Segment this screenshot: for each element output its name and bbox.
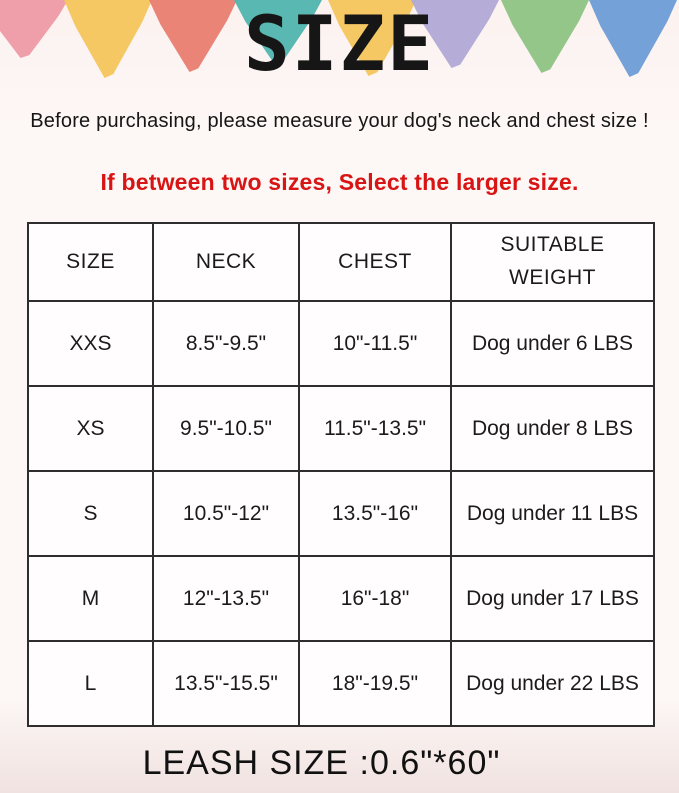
table-row-xs: XS 9.5"-10.5" 11.5"-13.5" Dog under 8 LB…	[27, 385, 655, 472]
measure-instruction-text: Before purchasing, please measure your d…	[30, 110, 649, 132]
size-cell: XS	[27, 385, 154, 472]
weight-cell: Dog under 8 LBS	[450, 385, 655, 472]
chest-cell: 11.5"-13.5"	[298, 385, 452, 472]
page-title: SIZE	[243, 0, 436, 88]
neck-cell: 8.5"-9.5"	[152, 300, 300, 387]
chest-cell: 16"-18"	[298, 555, 452, 642]
size-cell: XXS	[27, 300, 154, 387]
chest-cell: 13.5"-16"	[298, 470, 452, 557]
col-header-size: SIZE	[27, 222, 154, 302]
bunting-flags	[0, 0, 679, 90]
neck-cell: 13.5"-15.5"	[152, 640, 300, 727]
col-header-neck: NECK	[152, 222, 300, 302]
col-header-chest: CHEST	[298, 222, 452, 302]
size-cell: M	[27, 555, 154, 642]
weight-cell: Dog under 6 LBS	[450, 300, 655, 387]
neck-cell: 12"-13.5"	[152, 555, 300, 642]
table-row-m: M 12"-13.5" 16"-18" Dog under 17 LBS	[27, 555, 655, 642]
neck-cell: 9.5"-10.5"	[152, 385, 300, 472]
weight-cell: Dog under 22 LBS	[450, 640, 655, 727]
size-cell: S	[27, 470, 154, 557]
table-header-row: SIZE NECK CHEST SUITABLE WEIGHT	[27, 222, 655, 302]
neck-cell: 10.5"-12"	[152, 470, 300, 557]
leash-size-text: LEASH SIZE :0.6"*60"	[142, 744, 501, 782]
chest-cell: 10"-11.5"	[298, 300, 452, 387]
table-row-s: S 10.5"-12" 13.5"-16" Dog under 11 LBS	[27, 470, 655, 557]
col-header-suitable-weight-label: SUITABLE WEIGHT	[500, 233, 605, 289]
table-row-xxs: XXS 8.5"-9.5" 10"-11.5" Dog under 6 LBS	[27, 300, 655, 387]
col-header-suitable-weight: SUITABLE WEIGHT	[450, 222, 655, 302]
weight-cell: Dog under 11 LBS	[450, 470, 655, 557]
weight-cell: Dog under 17 LBS	[450, 555, 655, 642]
chest-cell: 18"-19.5"	[298, 640, 452, 727]
size-cell: L	[27, 640, 154, 727]
table-row-l: L 13.5"-15.5" 18"-19.5" Dog under 22 LBS	[27, 640, 655, 727]
size-tip-text: If between two sizes, Select the larger …	[100, 169, 579, 195]
size-table: SIZE NECK CHEST SUITABLE WEIGHT XXS 8.5"…	[27, 222, 655, 727]
